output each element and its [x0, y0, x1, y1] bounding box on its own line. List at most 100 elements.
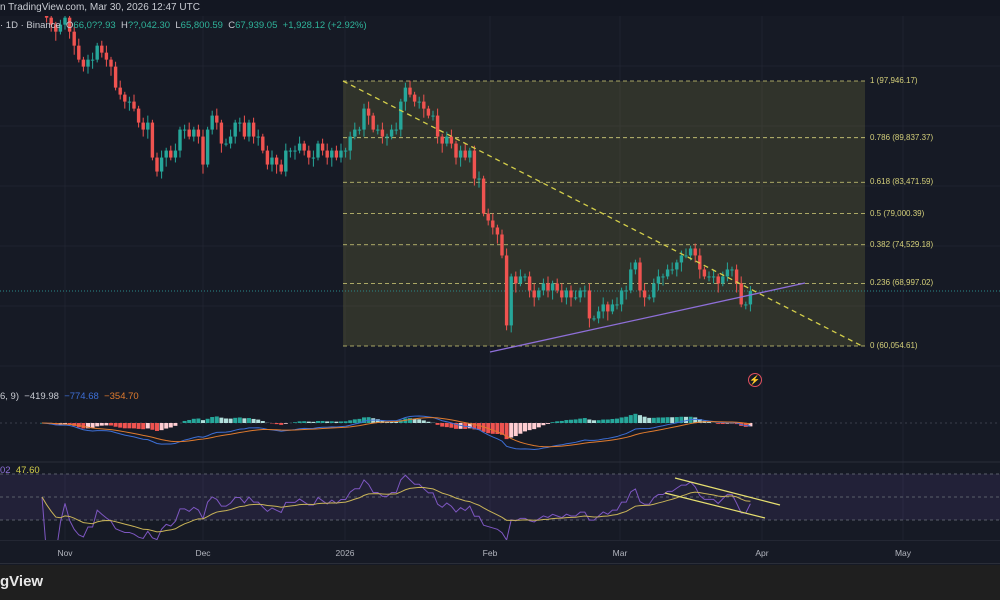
candle-body: [376, 129, 380, 131]
candle-body: [265, 150, 270, 165]
snapshot-source: n TradingView.com, Mar 30, 2026 12:47 UT…: [0, 2, 200, 13]
candle-body: [587, 290, 592, 319]
macd-histogram-bar: [316, 421, 320, 423]
candle-body: [702, 269, 707, 277]
macd-histogram-bar: [224, 418, 228, 423]
low-value: 65,800.59: [180, 20, 223, 31]
macd-histogram-bar: [587, 419, 592, 423]
candle-body: [58, 24, 63, 32]
macd-histogram-bar: [412, 418, 417, 423]
macd-histogram-bar: [523, 423, 527, 432]
macd-histogram-bar: [136, 423, 141, 429]
macd-histogram-bar: [242, 418, 247, 423]
macd-histogram-bar: [720, 423, 725, 425]
candle-body: [509, 276, 513, 326]
candle-body: [647, 297, 651, 299]
candle-body: [665, 269, 670, 277]
candle-body: [380, 129, 385, 137]
macd-histogram-bar: [707, 422, 711, 423]
candle-body: [366, 108, 371, 116]
candle-body: [486, 213, 490, 221]
macd-histogram-bar: [233, 417, 238, 423]
macd-params: 6, 9): [0, 391, 20, 402]
macd-line: [41, 415, 751, 450]
macd-histogram-bar: [555, 421, 560, 423]
candle-body: [132, 101, 136, 109]
candle-body: [251, 122, 256, 137]
time-tick: May: [894, 548, 912, 558]
candle-body: [187, 129, 191, 137]
macd-histogram-bar: [127, 423, 132, 429]
macd-histogram-bar: [495, 423, 500, 434]
macd-histogram-bar: [651, 417, 656, 423]
close-value: 67,939.05: [235, 20, 278, 31]
candle-body: [449, 136, 454, 144]
lightning-icon[interactable]: ⚡: [748, 373, 762, 387]
candle-body: [316, 143, 320, 158]
macd-histogram-bar: [311, 421, 316, 423]
candle-body: [500, 234, 504, 256]
macd-histogram-bar: [118, 423, 123, 428]
candle-body: [546, 283, 550, 291]
macd-histogram-bar: [743, 423, 748, 427]
fib-level-label: 0.618 (83,471.59): [870, 177, 934, 187]
candle-body: [371, 115, 375, 130]
candle-body: [127, 101, 132, 103]
candle-body: [228, 136, 233, 144]
macd-histogram-bar: [196, 418, 201, 423]
macd-histogram-bar: [670, 417, 675, 423]
candle-body: [656, 276, 661, 284]
time-axis[interactable]: Nov Dec 2026 Feb Mar Apr May: [0, 540, 1000, 564]
candle-body: [541, 283, 546, 291]
candle-body: [86, 59, 90, 67]
candle-body: [481, 178, 486, 214]
macd-histogram-bar: [182, 420, 187, 423]
fib-level-label: 0.236 (68,997.02): [870, 278, 934, 288]
candle-body: [417, 101, 421, 103]
candle-body: [573, 297, 578, 299]
macd-histogram-bar: [541, 423, 546, 426]
macd-histogram-bar: [513, 423, 518, 437]
candle-body: [693, 248, 697, 256]
candle-body: [652, 283, 656, 298]
candle-body: [104, 52, 109, 60]
candle-body: [136, 108, 141, 123]
candle-body: [606, 304, 610, 312]
candle-body: [734, 269, 739, 284]
candle-body: [348, 136, 352, 151]
macd-histogram-bar: [297, 421, 302, 423]
candle-body: [343, 150, 348, 152]
candle-body: [412, 94, 417, 102]
candle-body: [279, 164, 283, 172]
candle-body: [679, 255, 684, 263]
macd-histogram-bar: [320, 420, 325, 423]
macd-histogram-bar: [467, 423, 472, 429]
macd-histogram-bar: [518, 423, 523, 434]
candle-body: [463, 150, 467, 158]
macd-histogram-bar: [122, 423, 127, 429]
macd-histogram-bar: [592, 420, 596, 423]
price-chart[interactable]: [0, 16, 1000, 540]
macd-histogram-bar: [168, 423, 173, 428]
macd-histogram-bar: [164, 423, 169, 429]
fib-level-label: 0.382 (74,529.18): [870, 239, 934, 249]
macd-histogram-bar: [187, 419, 192, 423]
time-tick: Mar: [612, 548, 628, 558]
candle-body: [81, 59, 86, 67]
macd-histogram-bar: [279, 423, 284, 425]
candle-body: [711, 276, 716, 278]
macd-histogram-bar: [214, 416, 219, 423]
candle-body: [100, 45, 104, 53]
candle-body: [642, 290, 647, 298]
rsi-legend: 02 47.60: [0, 465, 40, 476]
macd-histogram-bar: [748, 423, 753, 427]
rsi-trendline-lower: [664, 492, 766, 519]
macd-histogram-bar: [274, 423, 279, 425]
macd-histogram-bar: [398, 420, 403, 423]
macd-histogram-bar: [500, 423, 504, 435]
candle-body: [205, 129, 210, 165]
macd-signal-line: [41, 417, 751, 448]
candle-body: [169, 150, 173, 158]
candle-body: [477, 178, 481, 180]
macd-histogram-bar: [578, 418, 583, 423]
